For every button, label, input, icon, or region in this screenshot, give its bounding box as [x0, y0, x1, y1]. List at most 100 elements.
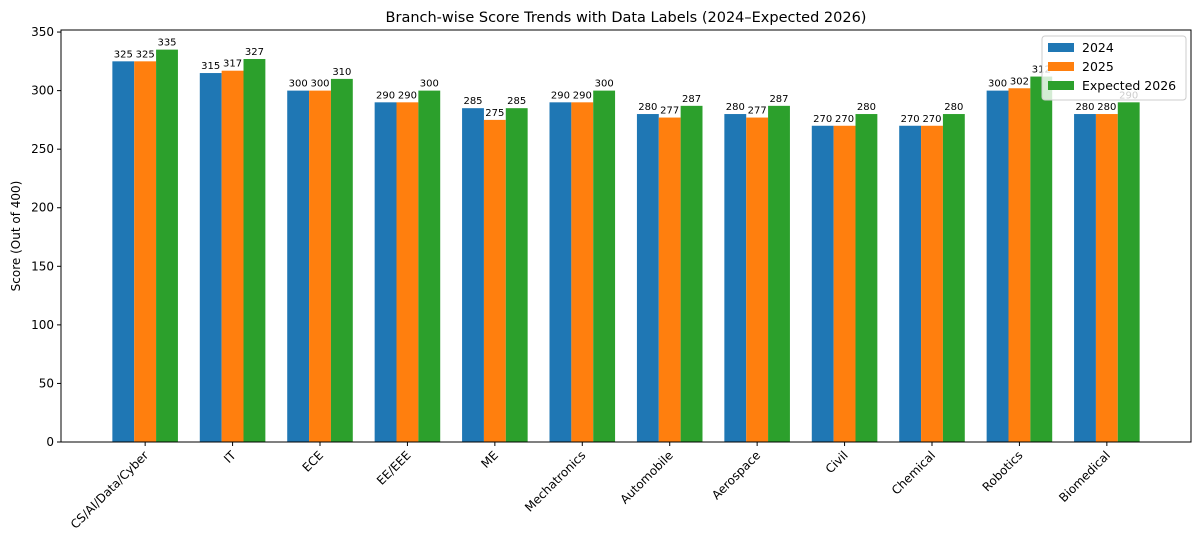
x-tick-label: Chemical — [889, 448, 938, 497]
data-label: 327 — [245, 47, 264, 58]
bar — [1074, 114, 1096, 443]
legend-swatch — [1048, 62, 1074, 71]
data-label: 302 — [1010, 76, 1029, 87]
bar — [112, 61, 135, 443]
data-label: 277 — [748, 106, 767, 117]
bar — [1008, 88, 1031, 443]
data-label: 290 — [573, 90, 592, 101]
data-label: 280 — [944, 102, 963, 113]
bar — [287, 90, 310, 442]
bar — [505, 108, 528, 442]
data-label: 300 — [310, 79, 329, 90]
bar — [833, 125, 856, 443]
data-label: 270 — [813, 114, 832, 125]
bar — [593, 90, 616, 442]
bar — [549, 102, 572, 442]
data-label: 285 — [507, 96, 526, 107]
data-label: 300 — [420, 79, 439, 90]
data-label: 277 — [660, 106, 679, 117]
bar — [199, 73, 222, 443]
bar — [396, 102, 419, 442]
x-tick-label: CS/AI/Data/Cyber — [68, 448, 151, 531]
data-label: 315 — [201, 61, 220, 72]
y-tick-label: 150 — [31, 259, 54, 273]
bar — [483, 119, 506, 442]
bar — [1095, 114, 1118, 443]
x-tick-label: Automobile — [617, 448, 675, 506]
y-tick-label: 0 — [46, 435, 54, 449]
bar — [768, 105, 790, 443]
y-tick-label: 200 — [31, 201, 54, 215]
data-label: 270 — [901, 114, 920, 125]
bar — [156, 49, 178, 442]
x-tick-label: ME — [478, 448, 501, 471]
legend-box — [1041, 35, 1187, 101]
bar — [221, 70, 244, 442]
bar — [1117, 102, 1140, 442]
bar — [746, 117, 769, 443]
data-label: 280 — [857, 102, 876, 113]
data-label: 285 — [463, 96, 482, 107]
bar — [134, 61, 157, 443]
legend-label: 2024 — [1082, 40, 1114, 55]
data-label: 325 — [136, 49, 155, 60]
bar — [855, 114, 878, 443]
bar — [942, 114, 965, 443]
legend-swatch — [1048, 81, 1074, 90]
data-label: 290 — [398, 90, 417, 101]
x-tick-label: ECE — [300, 448, 327, 475]
data-label: 300 — [289, 79, 308, 90]
data-label: 270 — [922, 114, 941, 125]
data-label: 270 — [835, 114, 854, 125]
data-label: 280 — [1097, 102, 1116, 113]
data-label: 290 — [376, 90, 395, 101]
data-label: 312 — [1032, 65, 1051, 76]
bar — [330, 78, 353, 442]
legend-label: 2025 — [1082, 59, 1114, 74]
y-tick-label: 350 — [31, 25, 54, 39]
legend-swatch — [1048, 43, 1074, 52]
y-tick-label: 250 — [31, 142, 54, 156]
data-label: 280 — [726, 102, 745, 113]
x-tick-label: Biomedical — [1056, 448, 1113, 505]
y-tick-label: 300 — [31, 84, 54, 98]
x-tick-label: Mechatronics — [522, 448, 588, 514]
data-label: 275 — [485, 108, 504, 119]
x-tick-label: IT — [221, 448, 239, 466]
data-label: 325 — [114, 49, 133, 60]
data-label: 300 — [988, 79, 1007, 90]
bar — [571, 102, 594, 442]
x-tick-label: EE/EEE — [374, 448, 414, 488]
data-label: 310 — [332, 67, 351, 78]
bar — [309, 90, 331, 442]
data-label: 317 — [223, 59, 242, 70]
y-tick-label: 100 — [31, 318, 54, 332]
data-label: 287 — [769, 94, 788, 105]
bar — [680, 105, 703, 443]
bar — [462, 108, 484, 442]
bar — [1030, 76, 1053, 443]
bar — [243, 58, 266, 442]
data-label: 287 — [682, 94, 701, 105]
bar — [811, 125, 834, 443]
legend-label: Expected 2026 — [1082, 78, 1176, 93]
bar — [986, 90, 1009, 442]
data-label: 280 — [1075, 102, 1094, 113]
bar — [374, 102, 397, 442]
x-tick-label: Civil — [823, 448, 851, 476]
chart-title: Branch-wise Score Trends with Data Label… — [386, 10, 867, 26]
x-tick-label: Aerospace — [709, 448, 763, 502]
bar — [636, 114, 659, 443]
bar — [658, 117, 681, 443]
data-label: 290 — [551, 90, 570, 101]
bar — [899, 125, 922, 443]
data-label: 280 — [638, 102, 657, 113]
data-label: 300 — [595, 79, 614, 90]
bar — [418, 90, 441, 442]
y-axis-label: Score (Out of 400) — [9, 181, 23, 292]
plot-frame — [60, 29, 1192, 443]
x-tick-label: Robotics — [980, 448, 1026, 494]
data-label: 335 — [157, 38, 176, 49]
